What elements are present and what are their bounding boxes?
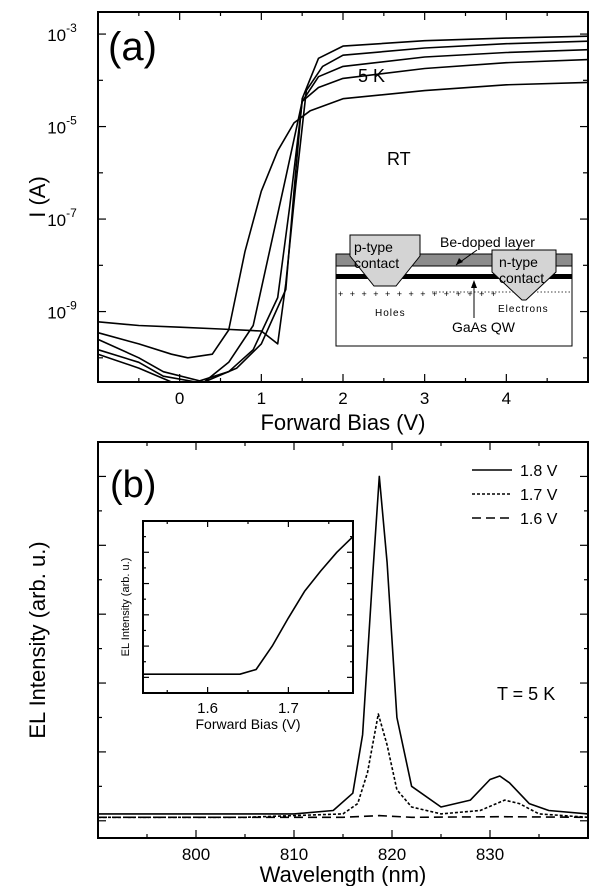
panel-a-ticks: [97, 12, 589, 382]
be-doped-arrowhead: [456, 258, 463, 265]
panel-a-x-tick-label: 3: [420, 389, 429, 408]
panel-b-x-tick-label: 830: [476, 845, 504, 864]
annotation-rt: RT: [387, 149, 411, 169]
inset-series-line-1: [143, 536, 354, 676]
legend-label-1: 1.8 V: [520, 463, 558, 480]
panel-b-series-line-3: [98, 814, 589, 819]
panel-a-series-line-3: [97, 48, 589, 383]
panel-a-series-line-1: [97, 81, 589, 359]
panel-b-legend: 1.8 V 1.7 V 1.6 V: [472, 463, 558, 528]
panel-a-x-tick-label: 4: [502, 389, 511, 408]
panel-a-y-tick-label: 10-7: [47, 206, 77, 230]
panel-a: 0 1 2 3 4 10-9 10-7 10-5 10-3 (a) 5 K RT Forwar…: [25, 11, 589, 435]
panel-b-x-axis-label: Wavelength (nm): [260, 862, 427, 886]
p-contact-label-line1: p-type: [354, 239, 393, 255]
device-schematic: + + + + + + + + + + + + + + p-type conta…: [335, 234, 573, 347]
gaas-qw-layer: [336, 274, 572, 279]
panel-b-label: (b): [110, 464, 156, 506]
n-contact-label: n-type contact: [499, 254, 544, 286]
panel-a-y-tick-label: 10-9: [47, 299, 77, 323]
holes-label: Holes: [375, 308, 406, 319]
electrons-label: Electrons: [498, 304, 549, 315]
panel-a-x-tick-label: 0: [175, 389, 184, 408]
panel-b-series-line-2: [98, 713, 589, 819]
panel-a-label: (a): [108, 25, 157, 69]
inset-x-tick-labels: 1.6 1.7: [197, 700, 299, 717]
panel-b-x-tick-label: 800: [182, 845, 210, 864]
panel-a-y-tick-label: 10-3: [47, 21, 77, 45]
inset-y-axis-label: EL Intensity (arb. u.): [120, 558, 132, 657]
be-doped-label: Be-doped layer: [440, 234, 535, 250]
panel-a-x-tick-label: 1: [257, 389, 266, 408]
panel-a-y-tick-labels: 10-9 10-7 10-5 10-3: [47, 21, 77, 323]
legend-label-2: 1.7 V: [520, 487, 558, 504]
hole-plus-signs: + + + + + + + + + + + + + +: [338, 289, 498, 299]
inset-x-tick-label: 1.7: [278, 700, 299, 717]
n-type-contact-shape: [491, 249, 557, 301]
gaas-qw-arrowhead: [471, 280, 477, 288]
p-type-contact-shape: [349, 234, 421, 287]
inset-x-axis-label: Forward Bias (V): [195, 716, 300, 732]
panel-b: 800 810 820 830 (b) T = 5 K 1.8 V 1.7 V 1.6 V…: [25, 441, 589, 886]
panel-a-series-line-5: [97, 35, 589, 383]
panel-b-series: [98, 475, 589, 819]
n-contact-label-line2: contact: [499, 270, 544, 286]
p-contact-label-line2: contact: [354, 255, 399, 271]
p-contact-label: p-type contact: [354, 239, 399, 271]
panel-a-x-axis-label: Forward Bias (V): [260, 410, 425, 435]
panel-a-x-tick-label: 2: [338, 389, 347, 408]
legend-label-3: 1.6 V: [520, 511, 558, 528]
inset-frame: [142, 520, 354, 694]
panel-a-y-axis-label: I (A): [25, 176, 50, 218]
annotation-5k: 5 K: [358, 66, 385, 86]
panel-b-x-tick-label: 810: [280, 845, 308, 864]
n-contact-label-line1: n-type: [499, 254, 538, 270]
panel-b-y-axis-label: EL Intensity (arb. u.): [25, 541, 50, 738]
inset-x-tick-label: 1.6: [197, 700, 218, 717]
inset-series: [143, 536, 354, 676]
panel-b-x-tick-labels: 800 810 820 830: [182, 845, 504, 864]
panel-a-x-tick-labels: 0 1 2 3 4: [175, 389, 511, 408]
inset-ticks: [143, 521, 353, 693]
panel-b-x-tick-label: 820: [378, 845, 406, 864]
panel-b-inset: 1.6 1.7 Forward Bias (V) EL Intensity (ar…: [120, 520, 354, 732]
panel-b-series-line-1: [98, 475, 589, 815]
annotation-temperature: T = 5 K: [497, 684, 555, 704]
gaas-qw-label: GaAs QW: [452, 319, 516, 335]
panel-a-series-line-2: [97, 58, 589, 383]
panel-b-ticks: [97, 442, 589, 838]
panel-a-series: [97, 35, 589, 383]
panel-a-y-tick-label: 10-5: [47, 114, 77, 138]
